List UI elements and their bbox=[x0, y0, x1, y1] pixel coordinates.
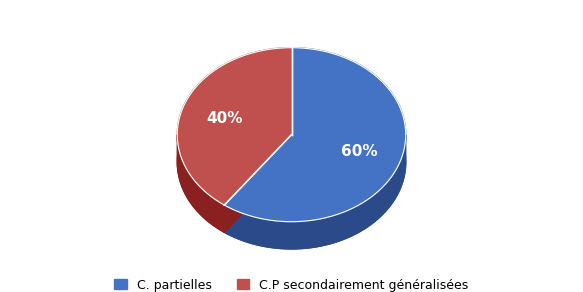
Text: 60%: 60% bbox=[340, 144, 377, 159]
Polygon shape bbox=[224, 135, 406, 249]
Polygon shape bbox=[224, 135, 292, 232]
Polygon shape bbox=[177, 75, 292, 232]
Polygon shape bbox=[224, 75, 406, 249]
Polygon shape bbox=[224, 48, 406, 222]
Polygon shape bbox=[177, 135, 224, 232]
Text: 40%: 40% bbox=[206, 110, 243, 126]
Polygon shape bbox=[224, 135, 292, 232]
Polygon shape bbox=[177, 48, 292, 205]
Legend: C. partielles, C.P secondairement généralisées: C. partielles, C.P secondairement généra… bbox=[114, 279, 469, 292]
